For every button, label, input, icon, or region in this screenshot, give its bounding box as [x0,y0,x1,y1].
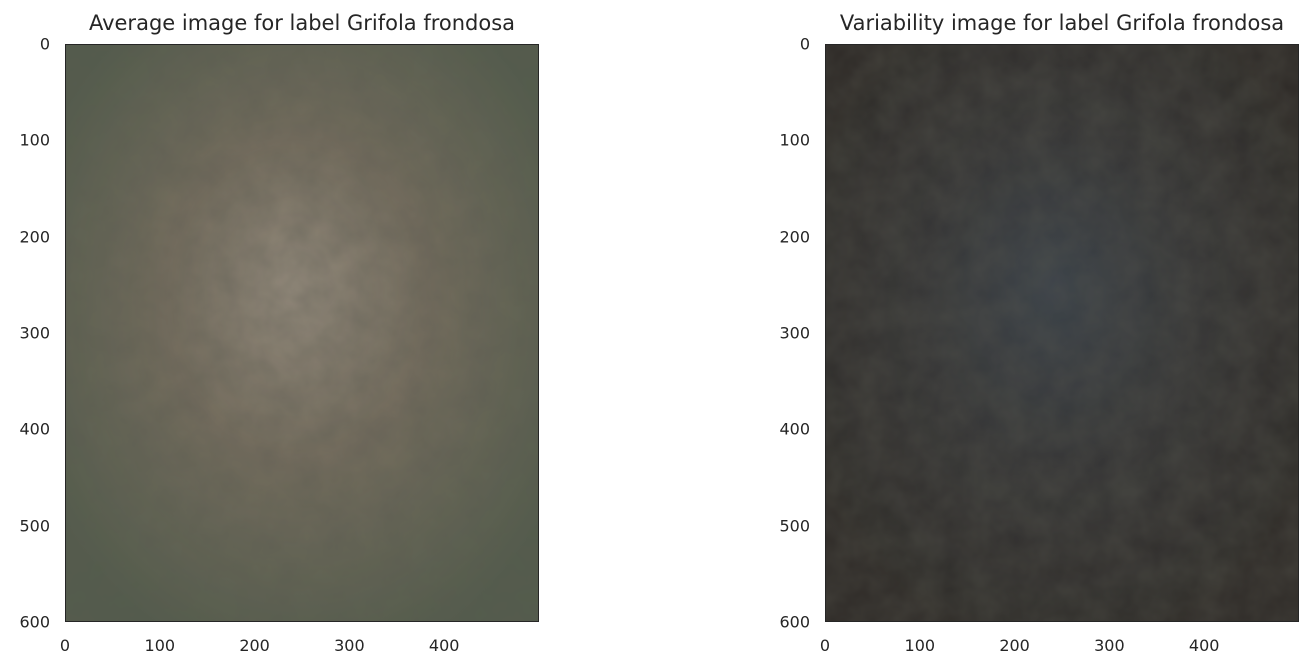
y-tick-label: 300 [779,323,810,343]
x-tick-label: 100 [904,636,936,655]
x-tick-label: 200 [239,636,270,655]
y-tick-label: 600 [779,612,810,632]
image-canvas [66,45,538,621]
y-tick-label: 200 [779,227,810,247]
y-tick-label: 0 [39,34,50,54]
y-tick-label: 600 [19,612,50,632]
variability-image-plot [825,44,1299,622]
x-tick-label: 200 [999,636,1030,655]
x-tick-label: 0 [59,636,71,655]
image-canvas [826,45,1298,621]
x-tick-label: 100 [144,636,176,655]
y-tick-label: 100 [19,130,50,150]
x-tick-label: 400 [428,636,460,655]
x-tick-label: 300 [1094,636,1125,655]
chart-title: Variability image for label Grifola fron… [839,11,1285,35]
chart-title: Average image for label Grifola frondosa [88,11,516,35]
x-tick-label: 0 [819,636,831,655]
y-tick-label: 500 [779,516,810,536]
y-tick-label: 500 [19,516,50,536]
x-tick-label: 300 [334,636,365,655]
y-tick-label: 100 [779,130,810,150]
average-image-plot [65,44,539,622]
x-tick-label: 400 [1188,636,1220,655]
y-tick-label: 200 [19,227,50,247]
y-tick-label: 0 [799,34,810,54]
y-tick-label: 300 [19,323,50,343]
y-tick-label: 400 [779,419,810,439]
y-tick-label: 400 [19,419,50,439]
